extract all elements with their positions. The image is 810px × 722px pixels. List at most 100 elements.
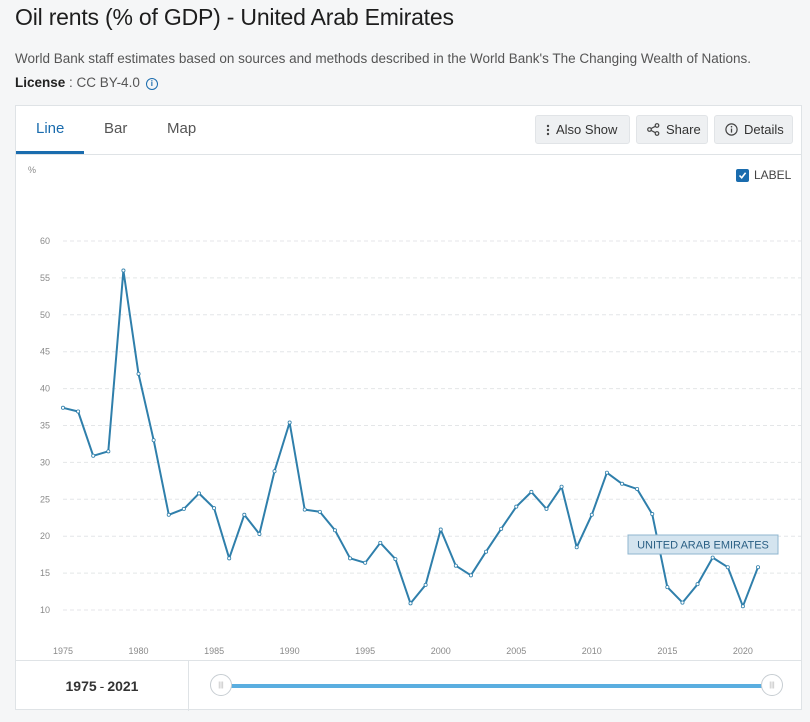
- view-tabs: Line Bar Map Also Show Share Details: [16, 106, 801, 155]
- data-point: [91, 453, 96, 458]
- data-point: [121, 268, 126, 273]
- data-point: [408, 601, 413, 606]
- time-range-bar: 1975 - 2021 ||| |||: [16, 660, 801, 711]
- data-point: [725, 565, 730, 570]
- data-point: [332, 528, 337, 533]
- range-slider-track[interactable]: [223, 684, 773, 688]
- data-point: [650, 512, 655, 517]
- checkbox-icon[interactable]: [736, 168, 749, 182]
- page-title: Oil rents (% of GDP) - United Arab Emira…: [15, 4, 454, 30]
- label-toggle-text: LABEL: [754, 168, 792, 182]
- data-point: [212, 506, 217, 511]
- series-label: UNITED ARAB EMIRATES: [637, 540, 769, 552]
- data-point: [544, 506, 549, 511]
- data-point: [529, 489, 534, 494]
- data-point: [227, 556, 232, 561]
- data-point: [514, 504, 519, 509]
- x-tick-label: 1980: [129, 646, 149, 656]
- also-show-button[interactable]: Also Show: [535, 115, 630, 144]
- data-point: [499, 526, 504, 531]
- label-toggle[interactable]: LABEL: [736, 168, 791, 182]
- data-point: [272, 469, 277, 474]
- info-icon[interactable]: i: [145, 78, 158, 90]
- share-label: Share: [666, 122, 701, 137]
- chart-panel: Line Bar Map Also Show Share Details % 10…: [15, 105, 802, 711]
- info-circle-icon: [725, 123, 738, 136]
- data-point: [242, 512, 247, 517]
- data-point: [151, 438, 156, 443]
- data-point: [710, 555, 715, 560]
- data-point: [257, 531, 262, 536]
- data-point: [635, 486, 640, 491]
- details-label: Details: [744, 122, 784, 137]
- data-point: [348, 556, 353, 561]
- x-tick-label: 1995: [355, 646, 375, 656]
- x-tick-label: 2010: [582, 646, 602, 656]
- y-tick-label: 60: [40, 236, 50, 246]
- y-tick-label: 35: [40, 421, 50, 431]
- data-point: [559, 484, 564, 489]
- range-slider-start-handle[interactable]: |||: [210, 674, 232, 696]
- x-tick-label: 2005: [506, 646, 526, 656]
- kebab-menu-icon: [546, 124, 550, 136]
- data-point: [287, 420, 292, 425]
- series-label-box: [627, 534, 779, 555]
- share-button[interactable]: Share: [636, 115, 708, 144]
- data-point: [665, 585, 670, 590]
- range-end: 2021: [107, 678, 139, 694]
- y-tick-label: 30: [40, 457, 50, 467]
- range-separator: -: [99, 678, 105, 694]
- y-tick-label: 10: [40, 605, 50, 615]
- data-point: [393, 557, 398, 562]
- data-point: [196, 491, 201, 496]
- license-separator: :: [65, 75, 77, 90]
- share-icon: [647, 123, 660, 136]
- y-tick-label: 55: [40, 273, 50, 283]
- line-chart: % 10 15 20 25 30 35 40 45 50 55 60 1975 1980 1985 1990 1…: [28, 165, 801, 656]
- license-value: CC BY-4.0: [76, 75, 140, 90]
- y-tick-label: 50: [40, 310, 50, 320]
- data-point: [620, 481, 625, 486]
- data-point: [76, 409, 81, 414]
- x-tick-label: 2015: [657, 646, 677, 656]
- also-show-label: Also Show: [556, 122, 618, 137]
- data-point: [453, 563, 458, 568]
- page-description: World Bank staff estimates based on sour…: [15, 51, 751, 66]
- x-tick-label: 1975: [53, 646, 73, 656]
- x-tick-label: 2020: [733, 646, 753, 656]
- data-point: [61, 405, 66, 410]
- y-axis-unit-label: %: [28, 165, 36, 175]
- data-point: [589, 512, 594, 517]
- y-tick-label: 25: [40, 494, 50, 504]
- data-point: [106, 449, 111, 454]
- data-point: [438, 527, 443, 532]
- data-point: [695, 582, 700, 587]
- series-line: [62, 269, 759, 608]
- data-point: [423, 582, 428, 587]
- x-tick-label: 1985: [204, 646, 224, 656]
- data-point: [378, 540, 383, 545]
- active-tab-indicator: [16, 151, 84, 154]
- data-point: [756, 565, 761, 570]
- y-tick-label: 45: [40, 347, 50, 357]
- license-line: License : CC BY-4.0 i: [15, 75, 158, 90]
- data-point: [680, 600, 685, 605]
- details-button[interactable]: Details: [714, 115, 793, 144]
- data-point: [181, 506, 186, 511]
- range-start: 1975: [65, 678, 97, 694]
- tab-bar[interactable]: Bar: [104, 120, 128, 137]
- tab-line[interactable]: Line: [36, 120, 65, 137]
- x-tick-label: 1990: [280, 646, 300, 656]
- data-point: [468, 573, 473, 578]
- data-point: [363, 560, 368, 565]
- data-point: [302, 507, 307, 512]
- data-point: [136, 371, 141, 376]
- data-point: [604, 470, 609, 475]
- range-display: 1975 - 2021: [16, 661, 189, 711]
- y-tick-label: 40: [40, 384, 50, 394]
- license-label: License: [15, 75, 66, 90]
- range-slider-end-handle[interactable]: |||: [761, 674, 783, 696]
- tab-map[interactable]: Map: [167, 120, 197, 137]
- y-tick-label: 20: [40, 531, 50, 541]
- data-point: [166, 512, 171, 517]
